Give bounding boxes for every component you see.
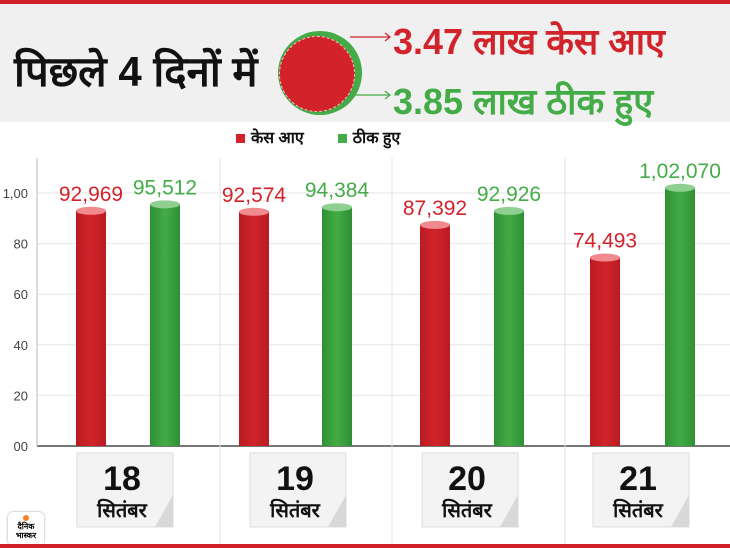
header-title: पिछले 4 दिनों में <box>14 48 258 95</box>
y-tick-label: 60 <box>14 287 28 302</box>
bar-recovered <box>322 207 352 446</box>
cases-total: 3.47 लाख केस आए <box>393 21 665 62</box>
date-day: 18 <box>103 460 141 498</box>
y-tick-label: 20 <box>14 388 28 403</box>
bar-cap <box>665 183 695 192</box>
date-month: सितंबर <box>441 498 493 522</box>
bar-cases <box>590 257 620 446</box>
pointer-arrows <box>350 32 391 100</box>
data-label: 87,392 <box>403 197 467 220</box>
legend-item-recovered: ठीक हुए <box>337 126 400 148</box>
y-tick-label: 1,00 <box>3 186 28 201</box>
y-tick-label: 00 <box>14 439 28 454</box>
bar-recovered <box>494 210 524 446</box>
bar-cap <box>150 200 180 209</box>
y-tick-label: 40 <box>14 338 28 353</box>
data-label: 92,574 <box>222 184 287 207</box>
bar-cases <box>420 224 450 446</box>
page-curl <box>328 495 346 527</box>
legend-item-cases: केस आए <box>236 126 304 148</box>
bar-cap <box>239 207 269 216</box>
date-month: सितंबर <box>96 498 148 522</box>
recovered-total: 3.85 लाख ठीक हुए <box>393 81 654 122</box>
header-panel: पिछले 4 दिनों में 3.47 लाख केस आए 3.85 ल… <box>0 4 730 122</box>
date-day: 20 <box>448 460 486 498</box>
page-curl <box>500 495 518 527</box>
data-label: 92,969 <box>59 183 123 206</box>
y-tick-label: 80 <box>14 237 28 252</box>
data-label: 94,384 <box>305 179 370 202</box>
bar-recovered <box>665 187 695 446</box>
bar-cases <box>76 210 106 446</box>
data-label: 95,512 <box>133 176 197 199</box>
calendar-page <box>592 452 690 528</box>
summary-circle-icon <box>278 31 362 115</box>
legend: केस आए ठीक हुए <box>236 126 400 148</box>
bar-recovered <box>150 204 180 446</box>
page-curl <box>671 495 689 527</box>
date-day: 21 <box>619 460 657 498</box>
date-month: सितंबर <box>612 498 664 522</box>
calendar-page <box>76 452 174 528</box>
dainik-bhaskar-logo: दैनिक भास्कर <box>8 512 44 546</box>
calendar-page <box>421 452 519 528</box>
bar-cap <box>322 203 352 212</box>
bar-cases <box>239 211 269 446</box>
page-curl <box>155 495 173 527</box>
bar-cap <box>76 206 106 215</box>
calendar-page <box>249 452 347 528</box>
bar-cap <box>590 253 620 262</box>
data-label: 1,02,070 <box>639 160 721 183</box>
date-month: सितंबर <box>269 498 321 522</box>
date-day: 19 <box>276 460 314 498</box>
bottom-accent-bar <box>0 544 730 548</box>
bar-cap <box>494 206 524 215</box>
bar-cap <box>420 220 450 229</box>
data-label: 74,493 <box>573 230 637 253</box>
data-label: 92,926 <box>477 183 541 206</box>
top-accent-bar <box>0 0 730 4</box>
